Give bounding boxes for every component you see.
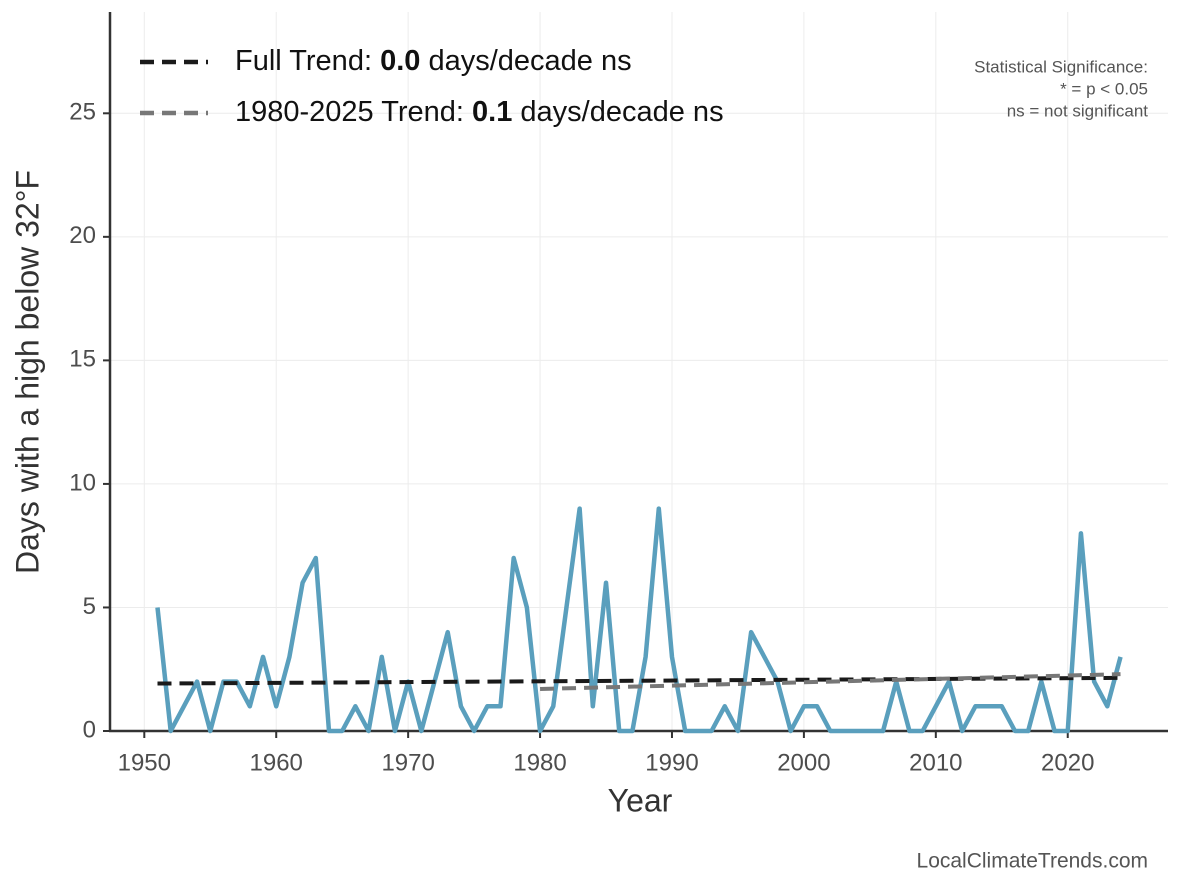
significance-note: Statistical Significance: [974, 57, 1148, 76]
legend-slope: 0.0 [380, 45, 420, 77]
legend-entry: Full Trend: 0.0 days/decade ns [235, 45, 632, 77]
x-tick-label: 2000 [777, 749, 830, 776]
y-axis-label: Days with a high below 32°F [9, 170, 45, 574]
x-tick-label: 1960 [250, 749, 303, 776]
significance-note: ns = not significant [1007, 101, 1149, 120]
y-tick-label: 0 [83, 716, 96, 743]
y-tick-label: 20 [69, 222, 96, 249]
x-tick-label: 1980 [513, 749, 566, 776]
legend-units: days/decade ns [428, 45, 631, 77]
legend-entry: 1980-2025 Trend: 0.1 days/decade ns [235, 96, 724, 128]
x-tick-label: 1970 [381, 749, 434, 776]
legend-slope: 0.1 [472, 96, 512, 128]
x-tick-label: 2010 [909, 749, 962, 776]
legend-name: 1980-2025 Trend: [235, 96, 464, 128]
trend-line [540, 672, 1121, 691]
legend-units: days/decade ns [520, 96, 723, 128]
y-tick-label: 25 [69, 99, 96, 126]
y-tick-label: 10 [69, 469, 96, 496]
x-tick-label: 1990 [645, 749, 698, 776]
legend-name: Full Trend: [235, 45, 372, 77]
x-tick-label: 1950 [118, 749, 171, 776]
y-tick-label: 15 [69, 346, 96, 373]
y-tick-label: 5 [83, 593, 96, 620]
source: LocalClimateTrends.com [917, 850, 1148, 873]
x-tick-label: 2020 [1041, 749, 1094, 776]
x-axis-label: Year [608, 782, 673, 818]
significance-note: * = p < 0.05 [1060, 79, 1148, 98]
data-line [155, 506, 1123, 734]
